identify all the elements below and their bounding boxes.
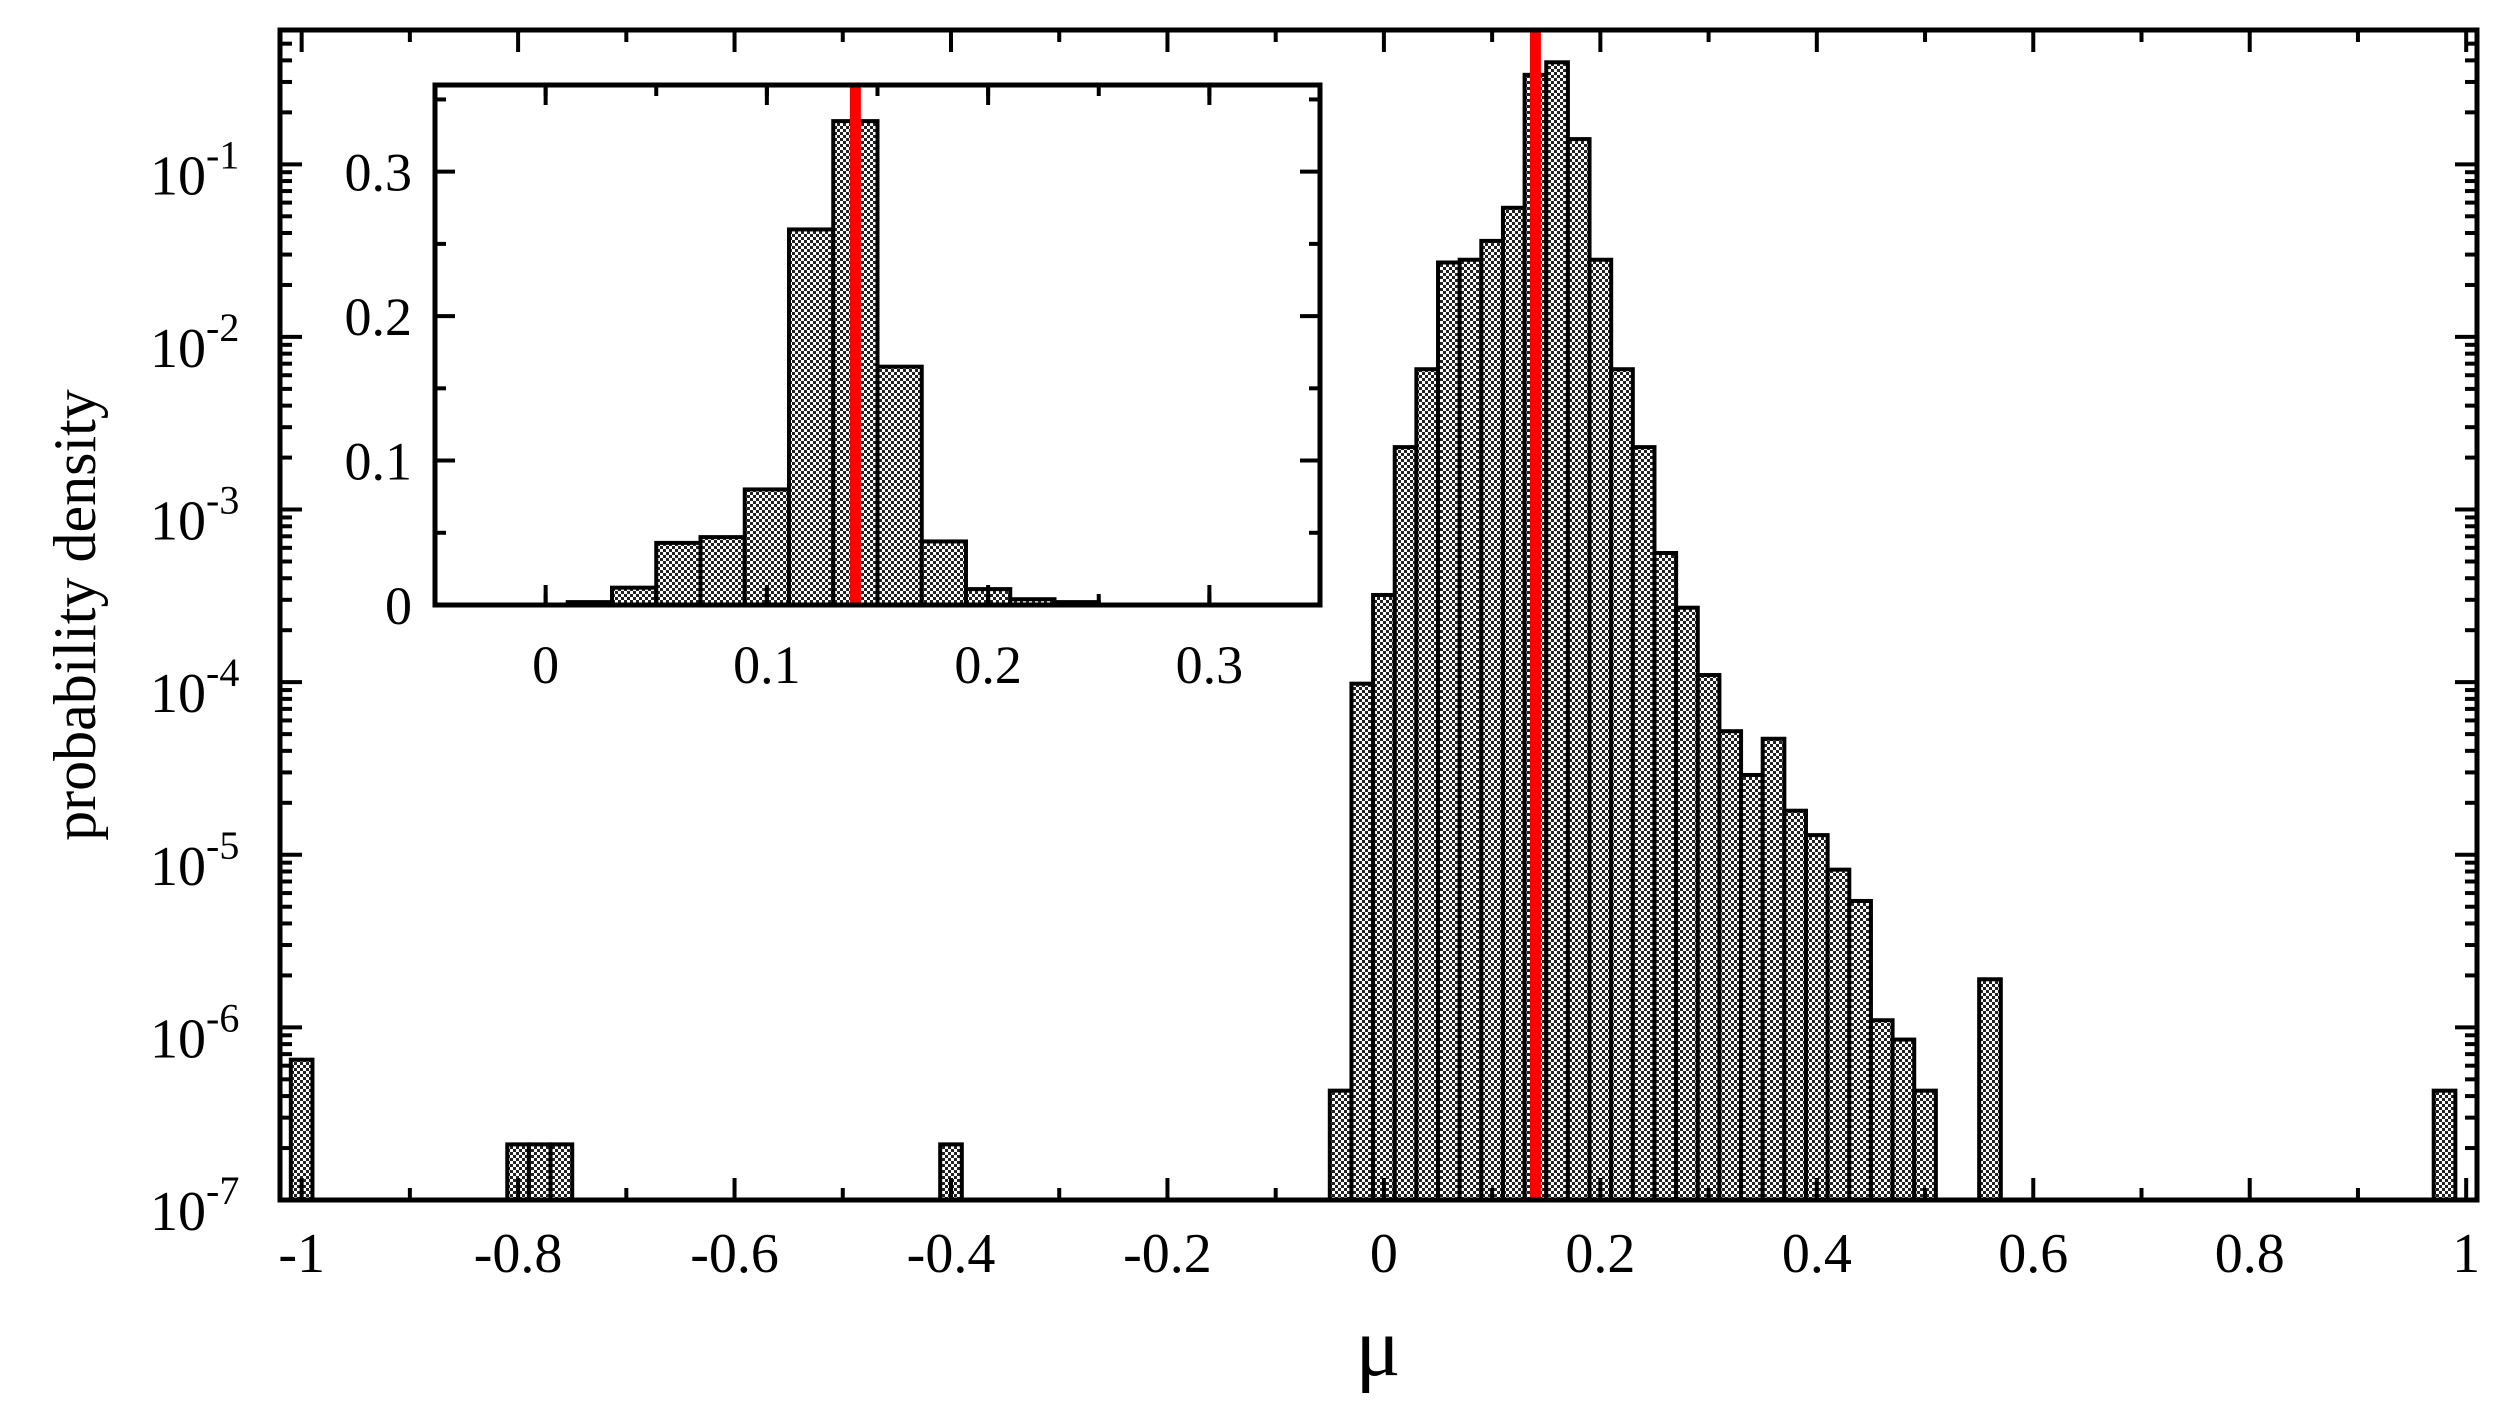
inset-y-tick-label: 0.1 (345, 432, 413, 492)
x-tick-label: 0.4 (1782, 1223, 1852, 1285)
main-bar (548, 1142, 575, 1202)
y-tick-label: 10-1 (150, 132, 239, 207)
main-y-tick-labels: 10-7 10-6 10-5 10-4 10-3 10-2 10-1 (150, 132, 239, 1243)
x-tick-label: 0.2 (1565, 1223, 1635, 1285)
main-bar (1349, 681, 1376, 1202)
main-bar (1803, 833, 1830, 1202)
main-bar (1327, 1088, 1354, 1202)
main-bar (1847, 898, 1873, 1203)
main-bar (1674, 605, 1700, 1202)
main-bar (1565, 137, 1592, 1202)
main-bar (1912, 1088, 1938, 1202)
main-bar (1544, 60, 1570, 1202)
main-bar (1414, 367, 1441, 1202)
x-tick-label: -0.6 (690, 1223, 779, 1285)
main-bar (1652, 551, 1679, 1202)
main-bar (1695, 673, 1722, 1202)
main-bar (1609, 367, 1635, 1202)
y-tick-label: 10-3 (150, 478, 239, 553)
inset-bar (654, 540, 703, 608)
main-bar (1371, 592, 1397, 1202)
main-bar (1392, 445, 1419, 1202)
inset-y-tick-labels: 0 0.1 0.2 0.3 (345, 143, 413, 636)
inset-x-tick-label: 0.2 (954, 635, 1022, 695)
inset-y-tick-label: 0.3 (345, 143, 413, 203)
main-bar (1825, 867, 1852, 1203)
inset-bar (919, 539, 968, 608)
inset-bar (787, 227, 836, 607)
x-tick-label: 0 (1370, 1223, 1398, 1285)
x-tick-label: 1 (2452, 1223, 2480, 1285)
y-tick-label: 10-7 (150, 1168, 239, 1243)
inset-bar (610, 585, 659, 608)
x-tick-label: -0.4 (907, 1223, 996, 1285)
main-x-tick-labels: -1 -0.8 -0.6 -0.4 -0.2 0 0.2 0.4 0.6 0.8 1 (278, 1223, 2480, 1285)
main-bar (1479, 238, 1505, 1202)
main-bar (1782, 808, 1808, 1202)
y-axis-label: probability density (42, 389, 108, 841)
main-bar (1500, 205, 1527, 1202)
main-bar (1739, 772, 1765, 1203)
inset-x-tick-label: 0 (532, 635, 559, 695)
inset-bar (875, 364, 924, 607)
main-bar (1587, 257, 1614, 1202)
main-bar (526, 1142, 553, 1202)
main-bar (1760, 736, 1787, 1202)
x-tick-label: 0.8 (2215, 1223, 2285, 1285)
main-bar (1717, 729, 1744, 1202)
inset-x-tick-labels: 0 0.1 0.2 0.3 (532, 635, 1243, 695)
x-axis-label: μ (1355, 1301, 1400, 1394)
main-bar (1890, 1037, 1917, 1203)
main-plot-frame (277, 27, 2480, 1203)
main-bar (1457, 257, 1484, 1202)
x-tick-label: -1 (278, 1223, 325, 1285)
inset-plot-frame (432, 82, 1323, 608)
inset-y-tick-label: 0 (385, 576, 412, 636)
x-tick-label: -0.8 (474, 1223, 563, 1285)
main-bar (1977, 977, 2003, 1203)
inset-bar (698, 535, 747, 607)
main-bar (1868, 1018, 1895, 1203)
x-tick-label: 0.6 (1998, 1223, 2068, 1285)
x-tick-label: -0.2 (1123, 1223, 1212, 1285)
main-bar (1436, 260, 1462, 1202)
y-tick-label: 10-5 (150, 823, 239, 898)
main-bar (2431, 1088, 2458, 1202)
y-tick-label: 10-6 (150, 995, 239, 1070)
inset-x-tick-label: 0.3 (1176, 635, 1244, 695)
inset-x-tick-label: 0.1 (733, 635, 801, 695)
inset-y-tick-label: 0.2 (345, 287, 413, 347)
y-tick-label: 10-4 (150, 650, 239, 725)
y-tick-label: 10-2 (150, 305, 239, 380)
main-bar (1630, 445, 1657, 1202)
